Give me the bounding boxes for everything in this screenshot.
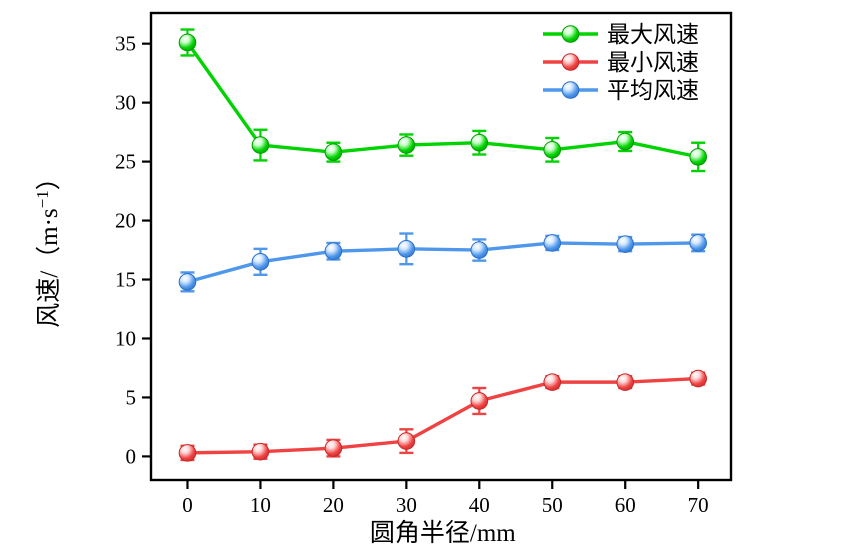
- x-tick-label: 60: [615, 493, 636, 517]
- data-point-marker: [689, 234, 707, 252]
- data-point-marker: [251, 136, 270, 154]
- data-point-marker: [397, 136, 416, 154]
- series-line: [186, 41, 699, 159]
- data-point-marker: [470, 133, 489, 152]
- series-min-wind-speed: [178, 369, 707, 462]
- y-axis-title: 风速/（m·s−1）: [33, 165, 63, 328]
- data-point-marker: [470, 392, 489, 410]
- y-tick-label: 20: [115, 209, 136, 233]
- series-avg-wind-speed: [178, 232, 707, 293]
- y-tick-label: 10: [115, 326, 136, 350]
- series-line: [187, 241, 699, 284]
- y-tick-label: 25: [115, 150, 136, 174]
- legend-label: 最小风速: [607, 50, 699, 75]
- plot-frame: [149, 11, 733, 482]
- data-point-marker: [324, 143, 343, 161]
- data-point-marker: [543, 140, 562, 159]
- y-tick-label: 30: [115, 91, 136, 115]
- series-line: [187, 376, 699, 455]
- data-point-marker: [251, 442, 270, 461]
- x-tick-label: 30: [396, 493, 417, 517]
- legend-marker: [561, 53, 580, 71]
- y-tick-label: 15: [115, 268, 136, 292]
- x-tick-label: 50: [542, 493, 563, 517]
- legend-marker: [561, 81, 580, 99]
- legend-label: 最大风速: [607, 22, 699, 47]
- data-point-marker: [616, 132, 635, 151]
- y-tick-label: 5: [126, 385, 137, 409]
- data-point-marker: [397, 240, 416, 258]
- legend-label: 平均风速: [607, 78, 699, 103]
- data-point-marker: [616, 373, 635, 391]
- x-axis-title: 圆角半径/mm: [370, 519, 516, 547]
- data-point-marker: [689, 148, 707, 166]
- y-tick-label: 35: [115, 32, 136, 56]
- legend-item-avg-wind-speed: 平均风速: [543, 78, 699, 103]
- x-tick-label: 0: [182, 493, 193, 517]
- data-point-marker: [397, 432, 416, 450]
- data-point-marker: [324, 439, 343, 457]
- data-point-marker: [616, 235, 635, 253]
- series-max-wind-speed: [178, 28, 707, 173]
- x-tick-label: 70: [688, 493, 709, 517]
- data-point-marker: [543, 373, 562, 391]
- y-tick-label: 0: [126, 444, 137, 468]
- x-tick-label: 10: [250, 493, 271, 517]
- data-point-marker: [689, 369, 707, 388]
- data-point-marker: [470, 241, 489, 259]
- legend-item-max-wind-speed: 最大风速: [543, 22, 699, 47]
- data-point-marker: [324, 242, 343, 261]
- data-point-marker: [543, 234, 562, 252]
- x-tick-label: 20: [323, 493, 344, 517]
- x-tick-label: 40: [469, 493, 490, 517]
- data-point-marker: [251, 253, 270, 271]
- data-point-marker: [178, 444, 197, 462]
- legend-item-min-wind-speed: 最小风速: [543, 50, 699, 75]
- data-point-marker: [178, 273, 197, 291]
- data-point-marker: [178, 33, 197, 52]
- x-axis: 0 10 20 30 40 50 60 70: [182, 481, 709, 517]
- y-axis: 0 5 10 15 20 25 30 35: [115, 32, 150, 468]
- legend-marker: [561, 25, 580, 43]
